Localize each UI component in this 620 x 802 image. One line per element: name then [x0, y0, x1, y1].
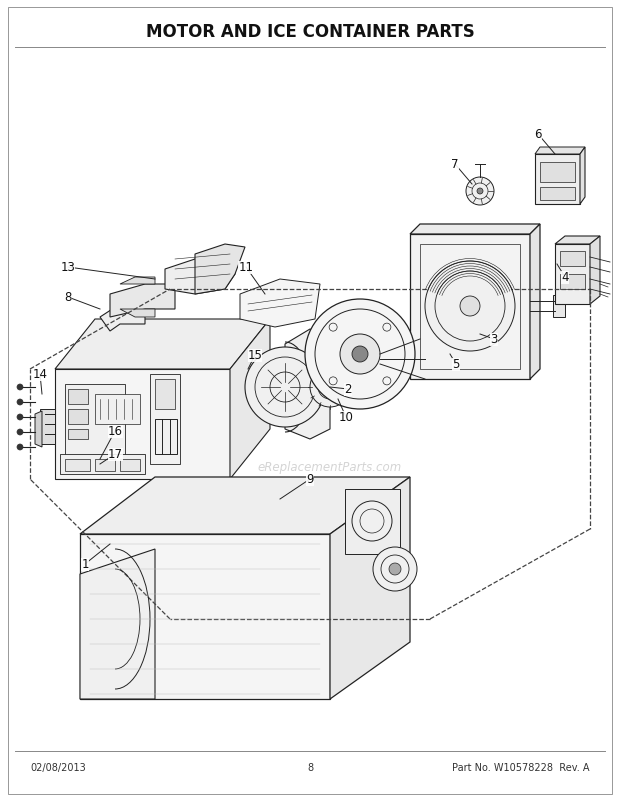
- Polygon shape: [530, 225, 540, 379]
- Text: 7: 7: [451, 158, 459, 172]
- Polygon shape: [120, 277, 155, 285]
- Bar: [553, 296, 565, 318]
- Bar: [68, 390, 88, 404]
- Text: 9: 9: [306, 473, 314, 486]
- Text: 14: 14: [32, 368, 48, 381]
- Circle shape: [305, 300, 415, 410]
- Text: 15: 15: [247, 349, 262, 362]
- Text: 4: 4: [561, 271, 569, 284]
- Bar: [560, 252, 585, 267]
- Bar: [420, 245, 520, 370]
- Bar: [345, 489, 400, 554]
- Text: 1: 1: [81, 558, 89, 571]
- Circle shape: [17, 429, 23, 435]
- Polygon shape: [55, 370, 230, 480]
- Polygon shape: [230, 320, 270, 480]
- Bar: [155, 379, 175, 410]
- Text: 02/08/2013: 02/08/2013: [30, 762, 86, 772]
- Text: 5: 5: [453, 358, 459, 371]
- Polygon shape: [240, 280, 320, 327]
- Polygon shape: [110, 285, 175, 318]
- Polygon shape: [285, 330, 330, 439]
- Bar: [65, 384, 125, 460]
- Circle shape: [17, 444, 23, 451]
- Circle shape: [340, 334, 380, 375]
- Polygon shape: [410, 225, 540, 235]
- Circle shape: [245, 347, 325, 427]
- Bar: [540, 188, 575, 200]
- Polygon shape: [80, 477, 410, 534]
- Text: eReplacementParts.com: eReplacementParts.com: [258, 461, 402, 474]
- Text: Part No. W10578228  Rev. A: Part No. W10578228 Rev. A: [453, 762, 590, 772]
- Text: 2: 2: [344, 383, 352, 396]
- Bar: [95, 460, 115, 472]
- Circle shape: [325, 383, 335, 392]
- Polygon shape: [580, 148, 585, 205]
- Circle shape: [310, 367, 350, 407]
- Polygon shape: [40, 410, 55, 444]
- Polygon shape: [330, 477, 410, 699]
- Circle shape: [373, 547, 417, 591]
- Polygon shape: [80, 534, 330, 699]
- Circle shape: [477, 188, 483, 195]
- Circle shape: [17, 415, 23, 420]
- Polygon shape: [100, 305, 145, 331]
- Polygon shape: [535, 148, 585, 155]
- Circle shape: [352, 501, 392, 541]
- Polygon shape: [165, 255, 235, 294]
- Polygon shape: [410, 235, 530, 379]
- Circle shape: [466, 178, 494, 206]
- Bar: [560, 274, 585, 290]
- Bar: [95, 395, 140, 424]
- Polygon shape: [80, 549, 155, 699]
- Text: 16: 16: [107, 425, 123, 438]
- Text: MOTOR AND ICE CONTAINER PARTS: MOTOR AND ICE CONTAINER PARTS: [146, 23, 474, 41]
- Text: 17: 17: [107, 448, 123, 461]
- Circle shape: [389, 563, 401, 575]
- Bar: [120, 460, 140, 472]
- Bar: [68, 429, 88, 439]
- Polygon shape: [535, 155, 580, 205]
- Text: 8: 8: [307, 762, 313, 772]
- Polygon shape: [195, 245, 245, 294]
- Text: 11: 11: [239, 261, 254, 274]
- Polygon shape: [55, 320, 270, 370]
- Bar: [68, 410, 88, 424]
- Text: 3: 3: [490, 333, 498, 346]
- Circle shape: [352, 346, 368, 363]
- Text: 13: 13: [61, 261, 76, 274]
- Polygon shape: [35, 411, 42, 448]
- Circle shape: [17, 384, 23, 391]
- Circle shape: [17, 399, 23, 406]
- Polygon shape: [60, 455, 145, 475]
- Bar: [65, 460, 90, 472]
- Circle shape: [425, 261, 515, 351]
- Text: 8: 8: [64, 291, 72, 304]
- Bar: [150, 375, 180, 464]
- Text: 6: 6: [534, 128, 542, 141]
- Text: 10: 10: [339, 411, 353, 424]
- Bar: [155, 419, 177, 455]
- Polygon shape: [590, 237, 600, 305]
- Bar: [540, 163, 575, 183]
- Polygon shape: [555, 237, 600, 245]
- Polygon shape: [555, 245, 590, 305]
- Circle shape: [460, 297, 480, 317]
- Polygon shape: [120, 310, 155, 318]
